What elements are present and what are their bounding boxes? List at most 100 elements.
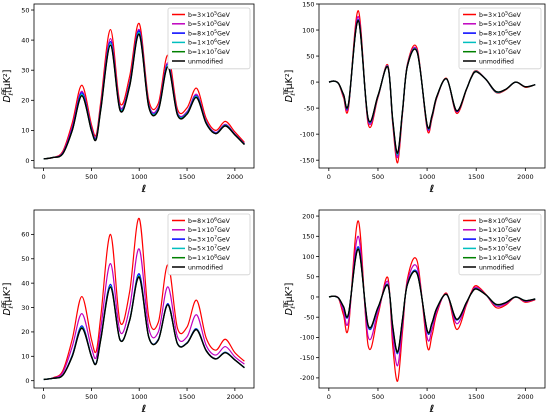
y-tick-label: 200	[302, 212, 314, 220]
y-tick-label: 0	[310, 293, 314, 301]
legend-label: b=3×107GeV	[188, 235, 231, 244]
y-tick-label: 0	[25, 377, 29, 385]
y-label-unit: [μK²]	[2, 283, 13, 307]
x-tick-label: 500	[85, 393, 97, 401]
x-tick-label: 2000	[517, 173, 534, 181]
chart-panel-3: 0 500 1000 1500 20000102030405060ℓDEEℓ[μK²]b…	[1, 209, 255, 412]
x-tick-label: 0	[327, 393, 331, 401]
y-tick-label: -100	[300, 334, 315, 342]
legend-label: b=1×107GeV	[479, 226, 522, 235]
x-tick-label: 2000	[227, 393, 244, 401]
x-tick-label: 500	[372, 393, 384, 401]
x-tick-label: 1500	[468, 173, 485, 181]
legend-box	[458, 213, 542, 276]
legend: b=3×105GeVb=5×105GeVb=8×105GeVb=1×106GeV…	[167, 7, 251, 70]
y-tick-label: 0	[25, 157, 29, 165]
y-tick-label: 50	[21, 6, 29, 14]
series-lines	[43, 217, 245, 381]
y-label-superscript: TE	[283, 87, 290, 95]
legend-label: b=8×106GeV	[188, 216, 231, 225]
y-tick-label: 20	[21, 97, 29, 105]
legend-label: b=1×108GeV	[188, 254, 231, 263]
legend-label: b=8×105GeV	[188, 29, 231, 38]
series-lines	[328, 220, 536, 382]
series-line-6	[43, 33, 245, 160]
series-line-6	[328, 19, 536, 154]
y-label-superscript: TE	[283, 300, 290, 308]
x-tick-label: 0	[41, 393, 45, 401]
chart-panel-1: 0 500 1000 1500 200001020304050ℓDEEℓ[μK²]b=3…	[1, 3, 255, 195]
legend-label: b=1×108GeV	[479, 254, 522, 263]
legend-label: b=8×105GeV	[479, 29, 522, 38]
legend: b=3×105GeVb=5×105GeVb=8×105GeVb=1×106GeV…	[458, 7, 542, 70]
y-tick-label: 100	[302, 26, 314, 34]
legend-label: b=1×106GeV	[188, 38, 231, 47]
plot-frame	[318, 3, 546, 169]
y-tick-label: 40	[21, 279, 29, 287]
y-label-superscript: EE	[1, 300, 8, 308]
y-tick-label: 150	[302, 0, 314, 8]
series-line-1	[43, 217, 245, 381]
legend-box	[167, 213, 251, 276]
y-label-subscript: ℓ	[8, 93, 15, 96]
x-axis-label: ℓ	[141, 184, 147, 195]
y-label-symbol: D	[284, 95, 295, 102]
legend-label: unmodified	[479, 58, 514, 65]
plot-frame	[318, 209, 546, 389]
legend-label: b=1×107GeV	[188, 48, 231, 57]
y-tick-label: -150	[300, 156, 315, 164]
x-tick-label: 0	[41, 173, 45, 181]
y-label-symbol: D	[284, 308, 295, 315]
y-label-subscript: ℓ	[8, 306, 15, 309]
y-tick-label: 60	[21, 231, 29, 239]
y-tick-label: 30	[21, 304, 29, 312]
y-tick-label: -100	[300, 130, 315, 138]
series-line-6	[43, 276, 245, 381]
x-tick-label: 500	[372, 173, 384, 181]
y-tick-label: 30	[21, 67, 29, 75]
y-label-subscript: ℓ	[290, 93, 297, 96]
legend-label: b=1×106GeV	[479, 38, 522, 47]
series-line-1	[43, 22, 245, 160]
y-tick-label: 100	[302, 253, 314, 261]
y-tick-label: 50	[21, 255, 29, 263]
x-tick-label: 1500	[179, 173, 196, 181]
series-line-6	[328, 248, 536, 353]
plot-frame	[33, 209, 255, 389]
y-label-symbol: D	[2, 308, 13, 315]
legend-label: b=1×107GeV	[188, 226, 231, 235]
y-label-unit: [μK²]	[284, 70, 295, 94]
y-axis-label: DTEℓ[μK²]	[283, 70, 297, 103]
y-axis-label: DEEℓ[μK²]	[1, 70, 15, 103]
series-lines	[43, 22, 245, 160]
y-tick-label: 10	[21, 127, 29, 135]
legend-label: unmodified	[188, 58, 223, 65]
x-axis-label: ℓ	[141, 404, 147, 412]
plot-frame	[33, 3, 255, 169]
legend-label: b=3×105GeV	[479, 10, 522, 19]
y-label-unit: [μK²]	[2, 70, 13, 94]
y-tick-label: 150	[302, 233, 314, 241]
x-tick-label: 1500	[179, 393, 196, 401]
y-axis-label: DTEℓ[μK²]	[283, 283, 297, 316]
y-label-subscript: ℓ	[290, 306, 297, 309]
y-tick-label: 20	[21, 328, 29, 336]
legend-label: b=1×107GeV	[479, 48, 522, 57]
x-tick-label: 1500	[468, 393, 485, 401]
x-tick-label: 1000	[419, 393, 436, 401]
legend-label: b=5×105GeV	[188, 20, 231, 29]
chart-panel-4: 0 500 1000 1500 2000 -200 -150 -100 -50 0 50 100 150…	[283, 209, 546, 412]
x-tick-label: 500	[85, 173, 97, 181]
legend: b=8×106GeVb=1×107GeVb=3×107GeVb=5×107GeV…	[167, 213, 251, 276]
x-axis-label: ℓ	[429, 404, 435, 412]
y-label-symbol: D	[2, 95, 13, 102]
y-tick-label: -50	[304, 104, 315, 112]
legend-label: b=5×107GeV	[479, 244, 522, 253]
y-label-unit: [μK²]	[284, 283, 295, 307]
y-label-superscript: EE	[1, 87, 8, 95]
x-axis-label: ℓ	[429, 184, 435, 195]
x-tick-label: 2000	[517, 393, 534, 401]
legend-label: unmodified	[479, 264, 514, 271]
legend-label: unmodified	[188, 264, 223, 271]
